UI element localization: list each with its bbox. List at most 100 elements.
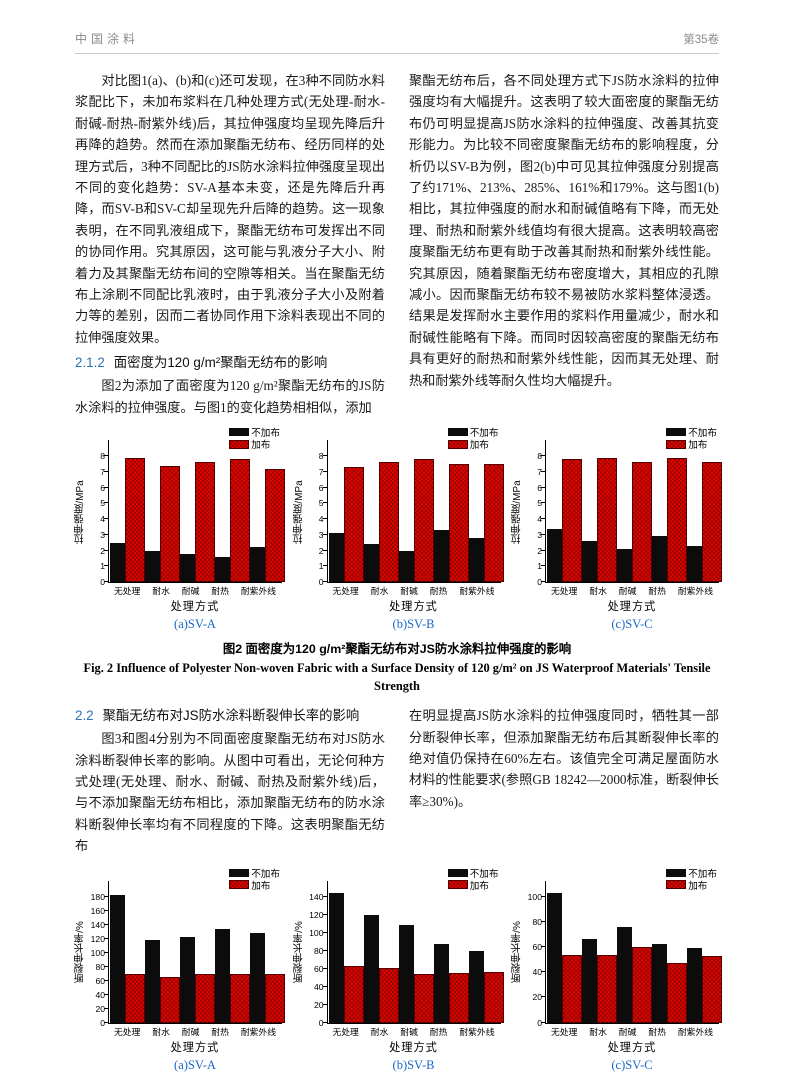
x-tick-label: 耐碱 [181, 586, 200, 597]
x-tick-label: 无处理 [550, 1026, 578, 1037]
legend-label: 不加布 [251, 428, 280, 440]
legend-item: 不加布 [229, 867, 280, 880]
x-axis-labels: 无处理 耐水 耐碱 耐热 耐紫外线 [327, 583, 501, 597]
y-tick-mark [541, 455, 546, 457]
x-tick-label: 耐水 [152, 586, 170, 597]
legend-item: 加布 [229, 879, 280, 892]
bar [215, 928, 230, 1023]
x-axis-labels: 无处理 耐水 耐碱 耐热 耐紫外线 [545, 583, 719, 597]
legend-swatch [229, 880, 250, 890]
bar [145, 550, 160, 583]
x-tick-label: 耐热 [648, 1026, 666, 1037]
y-tick-label: 100 [90, 947, 105, 958]
bar-group [652, 457, 687, 583]
bar [125, 973, 145, 1023]
y-tick-mark [104, 909, 109, 911]
bar [468, 538, 484, 583]
plot-area: 0 20 40 60 80 100 120 140 不加布 加布 [309, 868, 504, 1028]
y-tick-mark [322, 967, 328, 969]
bar [562, 459, 582, 583]
legend: 不加布 加布 [447, 426, 499, 451]
bar [547, 892, 562, 1023]
legend-item: 不加布 [447, 426, 499, 440]
paragraph: 对比图1(a)、(b)和(c)还可发现，在3种不同防水料浆配比下，未加布浆料在几… [75, 73, 385, 345]
y-tick-mark [104, 518, 109, 520]
bar-chart-fig3-sv-a: 断裂伸长率/% 0 20 40 60 80 100 120 140 160 180 不加布 加布 无处理… [75, 865, 285, 1073]
bars-container [109, 881, 285, 1023]
legend-label: 不加布 [469, 428, 499, 440]
y-tick-mark [322, 565, 328, 567]
bar [230, 459, 250, 583]
y-tick-mark [322, 549, 328, 551]
bar-group [433, 463, 469, 583]
y-tick-label: 140 [309, 891, 324, 902]
y-tick-label: 80 [95, 961, 105, 972]
legend-label: 加布 [251, 880, 271, 892]
x-axis-title: 处理方式 [389, 1041, 438, 1054]
x-tick-label: 无处理 [113, 1026, 141, 1037]
x-tick-label: 耐水 [152, 1026, 170, 1037]
y-tick-label: 1 [318, 561, 324, 572]
x-axis-title: 处理方式 [170, 601, 220, 614]
bar [687, 948, 702, 1023]
y-tick-label: 0 [537, 577, 542, 588]
bar [652, 536, 667, 583]
bar [343, 467, 364, 583]
y-tick-mark [104, 993, 109, 995]
legend: 不加布 加布 [229, 426, 280, 451]
x-axis-labels: 无处理 耐水 耐碱 耐热 耐紫外线 [327, 1024, 501, 1038]
chart-subcaption: (a)SV-A [174, 1057, 216, 1072]
y-tick-label: 5 [318, 498, 324, 509]
bar-group [687, 462, 722, 583]
x-tick-label: 无处理 [113, 586, 141, 597]
bar [250, 932, 265, 1023]
y-tick-label: 120 [309, 909, 324, 920]
chart-subcaption: (b)SV-B [392, 617, 435, 632]
legend: 不加布 加布 [229, 867, 280, 892]
bar [547, 528, 562, 583]
legend: 不加布 加布 [666, 867, 717, 892]
y-tick-mark [322, 486, 328, 488]
bar-chart-fig2-sv-c: 拉伸强度/MPa 0 1 2 3 4 5 6 7 8 不加布 加布 无处理 耐水 耐碱 耐热 耐紫外线 处理方… [512, 424, 722, 632]
y-tick-mark [322, 949, 328, 951]
y-tick-mark [541, 518, 546, 520]
bar-group [110, 457, 145, 583]
x-axis-title: 处理方式 [170, 1041, 220, 1054]
y-tick-label: 40 [532, 967, 542, 978]
y-tick-mark [322, 895, 328, 897]
bar-group [215, 928, 250, 1023]
bar-chart-fig3-sv-c: 断裂伸长率/% 0 20 40 60 80 100 不加布 加布 无处理 耐水 耐碱 耐热 耐紫外线 处… [512, 865, 722, 1073]
legend-label: 加布 [688, 440, 708, 452]
x-tick-label: 无处理 [332, 1026, 359, 1037]
bar-group [363, 914, 399, 1023]
bar [433, 530, 449, 583]
legend-swatch [447, 880, 468, 890]
legend-label: 不加布 [251, 868, 280, 880]
bar-group [328, 467, 364, 583]
bar [702, 955, 722, 1023]
y-tick-label: 7 [318, 466, 324, 477]
legend-item: 不加布 [229, 426, 280, 440]
y-tick-mark [104, 923, 109, 925]
y-tick-mark [541, 565, 546, 567]
y-tick-label: 1 [100, 561, 105, 572]
y-tick-label: 0 [318, 577, 324, 588]
y-tick-label: 0 [100, 1017, 105, 1028]
bar-group [652, 944, 687, 1023]
y-tick-mark [541, 470, 546, 472]
x-tick-label: 耐紫外线 [240, 1026, 277, 1037]
y-tick-label: 4 [537, 514, 542, 525]
bar [687, 545, 702, 583]
bar [328, 892, 344, 1023]
bar-chart-fig3-sv-b: 断裂伸长率/% 0 20 40 60 80 100 120 140 不加布 加布 无处理 耐水 耐碱 耐热… [294, 865, 504, 1073]
y-tick-label: 120 [90, 933, 105, 944]
figure-2: 拉伸强度/MPa 0 1 2 3 4 5 6 7 8 不加布 加布 无处理 耐水 耐碱 耐热 耐紫外线 处理方… [75, 424, 722, 695]
legend-item: 加布 [666, 438, 717, 452]
x-tick-label: 耐水 [589, 1026, 607, 1037]
legend-swatch [447, 868, 468, 877]
chart-subcaption: (c)SV-C [611, 1057, 653, 1072]
x-axis-labels: 无处理 耐水 耐碱 耐热 耐紫外线 [108, 1024, 282, 1038]
y-tick-label: 4 [100, 514, 105, 525]
legend-label: 不加布 [688, 868, 717, 880]
x-tick-label: 耐紫外线 [459, 1026, 495, 1037]
